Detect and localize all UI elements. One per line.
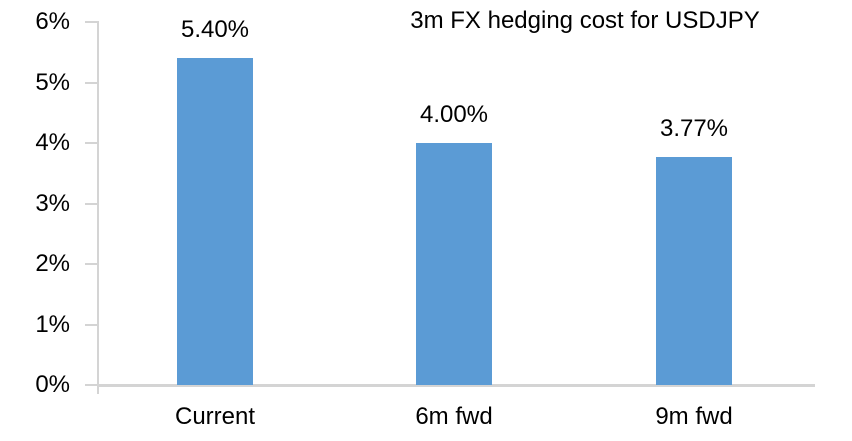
y-axis-tick	[85, 81, 97, 84]
y-axis-tick	[85, 384, 97, 386]
y-axis-tick	[85, 202, 97, 205]
bar	[416, 143, 492, 385]
value-label: 5.40%	[180, 16, 250, 43]
y-axis-tick	[85, 323, 97, 326]
value-label: 3.77%	[659, 115, 729, 142]
y-axis-line	[97, 21, 99, 394]
bar	[177, 58, 253, 385]
chart-title: 3m FX hedging cost for USDJPY	[410, 7, 760, 34]
category-label: 9m fwd	[655, 403, 733, 430]
y-axis-label: 2%	[35, 250, 70, 277]
y-axis-label: 1%	[35, 310, 70, 338]
y-axis-tick	[85, 142, 97, 144]
y-axis-tick	[85, 263, 97, 265]
y-axis-label: 3%	[35, 189, 70, 217]
category-label: 6m fwd	[415, 403, 493, 430]
bar	[656, 157, 732, 385]
category-label: Current	[174, 403, 256, 430]
y-axis-tick	[85, 21, 97, 23]
y-axis-label: 0%	[35, 371, 70, 398]
y-axis-label: 5%	[35, 68, 70, 96]
x-axis-line	[97, 384, 815, 387]
value-label: 4.00%	[419, 101, 489, 128]
y-axis-label: 6%	[35, 8, 70, 35]
y-axis-label: 4%	[35, 129, 70, 156]
